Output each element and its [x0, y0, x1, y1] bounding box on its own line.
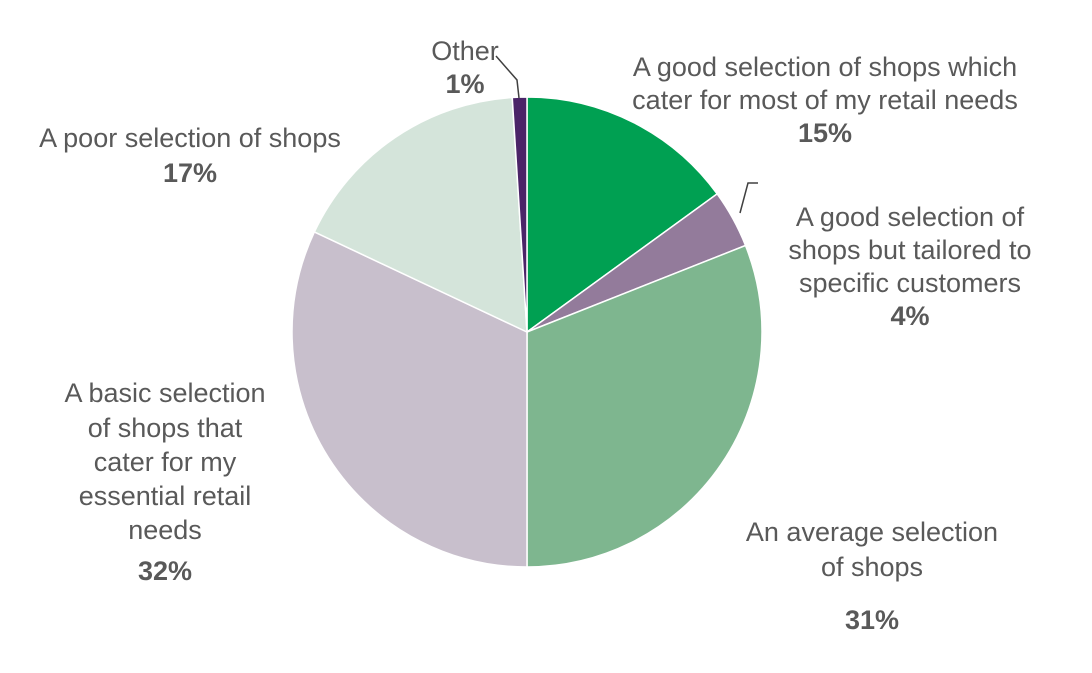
slice-percent: 32%	[137, 555, 193, 586]
slice-label-good-selection: A good selection of shops which cater fo…	[560, 18, 1090, 183]
slice-label-other: Other 1%	[400, 2, 530, 134]
slice-percent: 4%	[890, 300, 930, 331]
slice-percent: 17%	[162, 158, 218, 189]
pie-slice-basic	[291, 230, 528, 568]
pie-slice-good-selection	[526, 96, 719, 334]
pie-slice-poor	[313, 96, 528, 334]
slice-label-basic: A basic selection of shops that cater fo…	[30, 342, 300, 622]
slice-label-text: Other	[431, 35, 499, 66]
pie-slices	[291, 96, 763, 568]
pie-slice-average	[526, 244, 763, 568]
leader-lines	[495, 55, 758, 214]
leader-line-tailored	[739, 182, 758, 214]
slice-label-poor: A poor selection of shops 17%	[0, 86, 380, 226]
slice-percent: 15%	[797, 117, 853, 148]
slice-percent: 31%	[844, 605, 900, 636]
slice-label-text: A good selection of shops but tailored t…	[788, 201, 1032, 298]
slice-label-tailored: A good selection of shops but tailored t…	[760, 168, 1060, 366]
slice-label-text: A basic selection of shops that cater fo…	[64, 378, 266, 546]
leader-line-other	[495, 55, 520, 99]
slice-label-text: A poor selection of shops	[39, 123, 341, 154]
slice-percent: 1%	[445, 68, 485, 99]
slice-label-text: A good selection of shops which cater fo…	[632, 51, 1018, 115]
slice-label-average: An average selection of shops 31%	[712, 480, 1032, 673]
pie-chart	[291, 55, 763, 568]
slice-label-text: An average selection of shops	[745, 517, 999, 583]
